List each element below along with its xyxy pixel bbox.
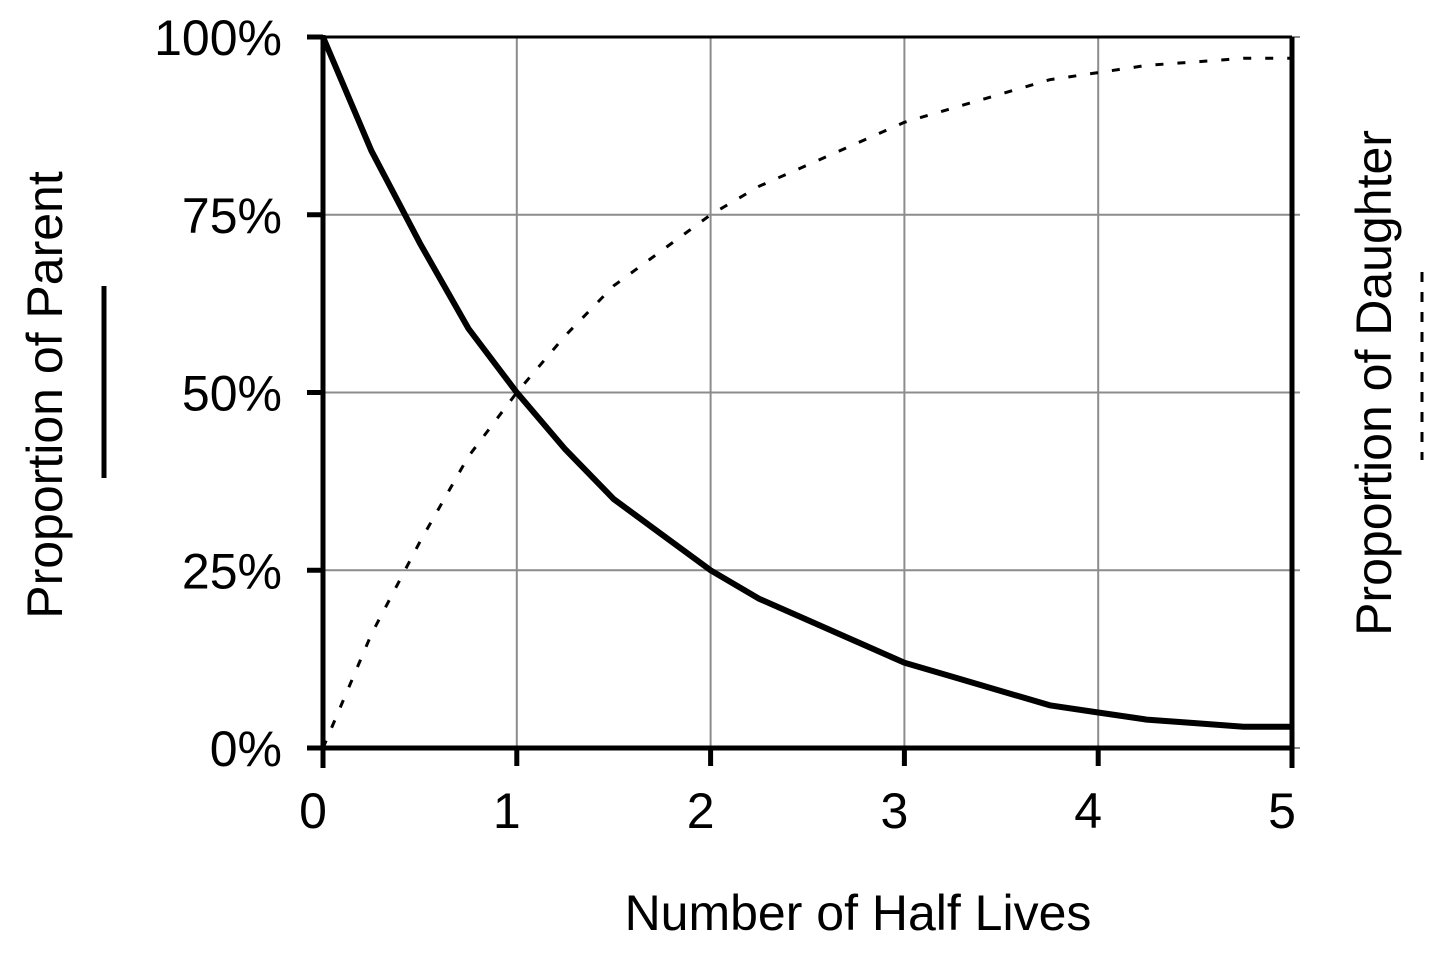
x-tick-label: 4 (1074, 783, 1102, 839)
left-axis-title: Proportion of Parent (17, 171, 73, 619)
x-tick-label: 2 (687, 783, 715, 839)
y-tick-label: 75% (182, 188, 282, 244)
y-tick-label: 100% (154, 10, 282, 66)
x-tick-labels: 0 1 2 3 4 5 (299, 783, 1296, 839)
parent-curve (320, 35, 1292, 730)
right-axis-title: Proportion of Daughter (1346, 130, 1402, 636)
axes (307, 34, 1295, 768)
x-tick-label: 3 (880, 783, 908, 839)
y-tick-labels: 0% 25% 50% 75% 100% (154, 10, 282, 777)
x-tick-label: 0 (299, 783, 327, 839)
x-tick-label: 1 (493, 783, 521, 839)
x-axis-title: Number of Half Lives (625, 885, 1092, 941)
y-tick-label: 0% (210, 721, 282, 777)
y-tick-label: 50% (182, 366, 282, 422)
daughter-curve (321, 56, 1292, 749)
data-series (320, 35, 1292, 749)
y-tick-label: 25% (182, 543, 282, 599)
x-tick-label: 5 (1268, 783, 1296, 839)
grid-lines (322, 36, 1300, 749)
